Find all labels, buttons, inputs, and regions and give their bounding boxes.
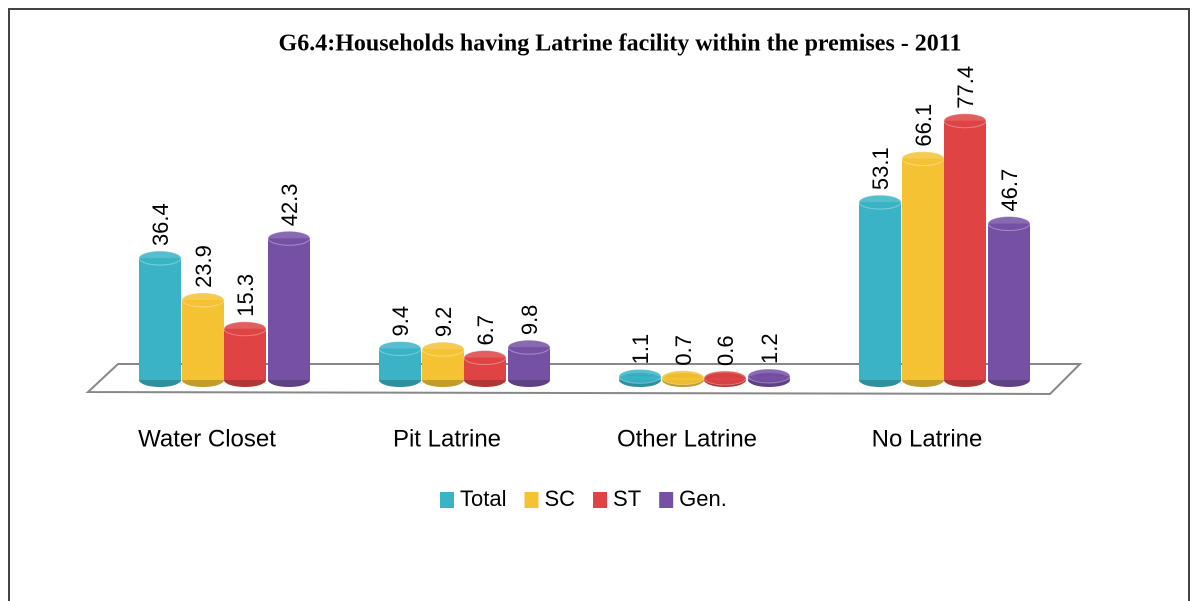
legend-label: ST <box>613 486 641 511</box>
x-tick-label: Pit Latrine <box>393 425 501 452</box>
data-label: 9.8 <box>517 305 542 336</box>
floor <box>85 363 1083 396</box>
bar-top <box>987 216 1031 232</box>
bar-top <box>421 341 465 357</box>
bar <box>224 328 266 380</box>
data-label: 77.4 <box>953 66 978 109</box>
bar-top <box>507 339 551 355</box>
bar <box>859 202 901 380</box>
legend-swatch <box>440 492 454 508</box>
bar-top <box>618 368 662 384</box>
data-label: 6.7 <box>473 315 498 346</box>
bar <box>988 223 1030 380</box>
data-label: 53.1 <box>868 147 893 190</box>
legend-label: Total <box>460 486 506 511</box>
bar-top <box>858 194 902 210</box>
frame <box>8 8 1190 601</box>
bar-top <box>181 292 225 308</box>
data-label: 36.4 <box>148 203 173 246</box>
bar <box>268 238 310 380</box>
bar <box>944 120 986 381</box>
data-label: 9.4 <box>388 306 413 337</box>
data-label: 1.2 <box>757 333 782 364</box>
bar <box>182 299 224 380</box>
data-label: 46.7 <box>997 169 1022 212</box>
bar <box>139 258 181 380</box>
bar-top <box>703 370 747 386</box>
bar-top <box>267 230 311 246</box>
bar-top <box>943 113 987 129</box>
data-label: 42.3 <box>277 183 302 226</box>
chart-title: G6.4:Households having Latrine facility … <box>279 31 962 57</box>
bar-top <box>138 250 182 266</box>
bar-top <box>661 370 705 386</box>
x-tick-label: No Latrine <box>872 425 983 452</box>
x-tick-label: Other Latrine <box>617 425 757 452</box>
x-tick-label: Water Closet <box>138 425 276 452</box>
bar-top <box>747 368 791 384</box>
data-label: 66.1 <box>911 104 936 147</box>
legend-label: SC <box>544 486 575 511</box>
legend-swatch <box>659 492 674 508</box>
legend-label: Gen. <box>679 486 727 511</box>
legend-swatch <box>524 492 539 508</box>
data-label: 1.1 <box>628 334 653 365</box>
bar-top <box>223 321 267 337</box>
data-label: 15.3 <box>233 274 258 317</box>
bar-top <box>378 341 422 357</box>
legend-swatch <box>593 492 608 508</box>
data-label: 0.6 <box>713 335 738 366</box>
bar-top <box>463 350 507 366</box>
data-label: 0.7 <box>671 335 696 366</box>
data-label: 9.2 <box>431 307 456 338</box>
data-label: 23.9 <box>191 245 216 288</box>
bar-top <box>901 151 945 167</box>
bar <box>902 158 944 380</box>
